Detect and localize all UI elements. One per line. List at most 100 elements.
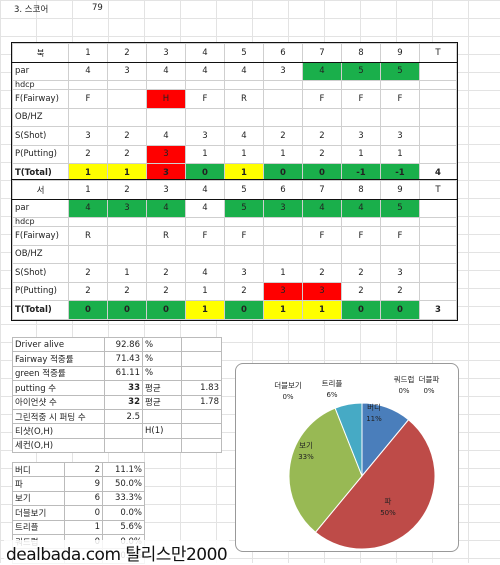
stat-label: 세컨(O,H) xyxy=(12,437,105,454)
score-cell xyxy=(146,217,186,227)
score-cell: 0 xyxy=(146,300,186,320)
score-cell xyxy=(380,80,420,90)
score-cell: 3 xyxy=(263,198,303,218)
result-row: 파 9 50.0% xyxy=(12,476,145,492)
stat-unit: 평균 xyxy=(142,394,182,410)
pie-pct-0: 11% xyxy=(366,415,382,423)
score-cell xyxy=(263,217,303,227)
score-cell xyxy=(185,80,225,90)
stat-row: Driver alive 92.86% xyxy=(12,336,222,353)
stat-value: 33 xyxy=(104,380,143,396)
score-cell xyxy=(107,89,147,109)
stat-value xyxy=(104,423,143,439)
pie-label-1: 파 xyxy=(385,497,392,506)
score-cell: 1 xyxy=(302,300,342,320)
score-cell xyxy=(107,244,147,264)
score-cell: 3 xyxy=(146,144,186,164)
score-cell: 2 xyxy=(68,144,108,164)
score-cell: F xyxy=(302,89,342,109)
row-label: hdcp xyxy=(12,80,69,90)
hole-number: 6 xyxy=(263,180,303,200)
stat-unit: % xyxy=(142,365,182,382)
score-cell xyxy=(107,226,147,246)
pie-pct-1: 50% xyxy=(380,509,396,517)
stat-extra xyxy=(181,423,222,439)
result-row: 트리플 1 5.6% xyxy=(12,519,145,535)
pie-slice-1 xyxy=(314,419,436,550)
score-cell: 1 xyxy=(380,144,420,164)
score-row: par 4 3 4 4 5 3 4 4 5 xyxy=(12,198,457,218)
score-cell: 0 xyxy=(224,300,264,320)
row-label: P(Putting) xyxy=(12,144,69,164)
score-cell: 3 xyxy=(341,126,381,146)
row-label: F(Fairway) xyxy=(12,89,69,109)
stat-row: green 적중률 61.11% xyxy=(12,365,222,382)
result-pct: 11.1% xyxy=(102,461,145,478)
hole-number: 9 xyxy=(380,43,420,63)
score-cell xyxy=(263,107,303,127)
score-cell xyxy=(341,217,381,227)
stats-table: Driver alive 92.86% Fairway 적중률 71.43% green… xyxy=(12,336,222,454)
score-cell: 3 xyxy=(263,61,303,81)
score-cell: 4 xyxy=(224,126,264,146)
score-cell xyxy=(68,217,108,227)
score-cell: 1 xyxy=(68,163,108,183)
score-cell xyxy=(263,244,303,264)
score-value: 79 xyxy=(92,3,103,13)
score-cell xyxy=(224,80,264,90)
score-cell: F xyxy=(302,226,342,246)
score-cell: 2 xyxy=(341,281,381,301)
score-cell xyxy=(263,226,303,246)
result-label: 더블보기 xyxy=(12,505,65,521)
score-cell: 1 xyxy=(185,300,225,320)
score-cell: R xyxy=(146,226,186,246)
score-cell: 3 xyxy=(263,281,303,301)
score-cell: F xyxy=(380,226,420,246)
hole-number: 1 xyxy=(68,180,108,200)
score-cell: 2 xyxy=(146,281,186,301)
pie-label-2: 보기 xyxy=(299,441,313,450)
score-cell: 4 xyxy=(224,61,264,81)
course-name: 북 xyxy=(12,43,69,63)
stat-extra xyxy=(181,408,222,425)
pie-label-5: 쿼드럽 xyxy=(394,374,415,384)
score-cell: 5 xyxy=(341,61,381,81)
stat-value: 61.11 xyxy=(104,365,143,382)
score-cell xyxy=(419,198,457,218)
result-row: 보기 6 33.3% xyxy=(12,490,145,507)
score-cell xyxy=(107,107,147,127)
score-cell: 1 xyxy=(107,263,147,283)
result-count: 9 xyxy=(64,476,103,492)
stat-extra xyxy=(181,365,222,382)
hole-number: 3 xyxy=(146,43,186,63)
stat-unit xyxy=(142,408,182,425)
score-cell: 2 xyxy=(107,281,147,301)
result-pct: 50.0% xyxy=(102,476,145,492)
score-cell: 2 xyxy=(263,126,303,146)
score-cell: 2 xyxy=(302,126,342,146)
score-cell: 1 xyxy=(341,144,381,164)
score-cell xyxy=(419,107,457,127)
pie-chart: 버디 11% 파 50% 보기 33% 더블보기 0% 트리플 6% 쿼드럽 0% 더블파 0% xyxy=(274,374,439,550)
score-cell: R xyxy=(224,89,264,109)
score-cell xyxy=(380,107,420,127)
score-cell: 4 xyxy=(341,198,381,218)
score-cell xyxy=(185,107,225,127)
score-cell xyxy=(419,263,457,283)
score-row: hdcp xyxy=(12,80,457,90)
score-cell: 1 xyxy=(185,281,225,301)
row-label: P(Putting) xyxy=(12,281,69,301)
pie-pct-5: 0% xyxy=(398,387,409,395)
score-cell: 3 xyxy=(107,198,147,218)
result-row: 버디 2 11.1% xyxy=(12,461,145,478)
stat-extra xyxy=(181,351,222,367)
stat-unit: H(1) xyxy=(142,423,182,439)
stat-row: putting 수 33 평균 1.83 xyxy=(12,380,222,396)
hole-number: 1 xyxy=(68,43,108,63)
stat-unit: % xyxy=(142,336,182,353)
score-cell: 1 xyxy=(224,144,264,164)
score-cell xyxy=(380,244,420,264)
score-row: F(Fairway) R R F F F F F xyxy=(12,226,457,246)
